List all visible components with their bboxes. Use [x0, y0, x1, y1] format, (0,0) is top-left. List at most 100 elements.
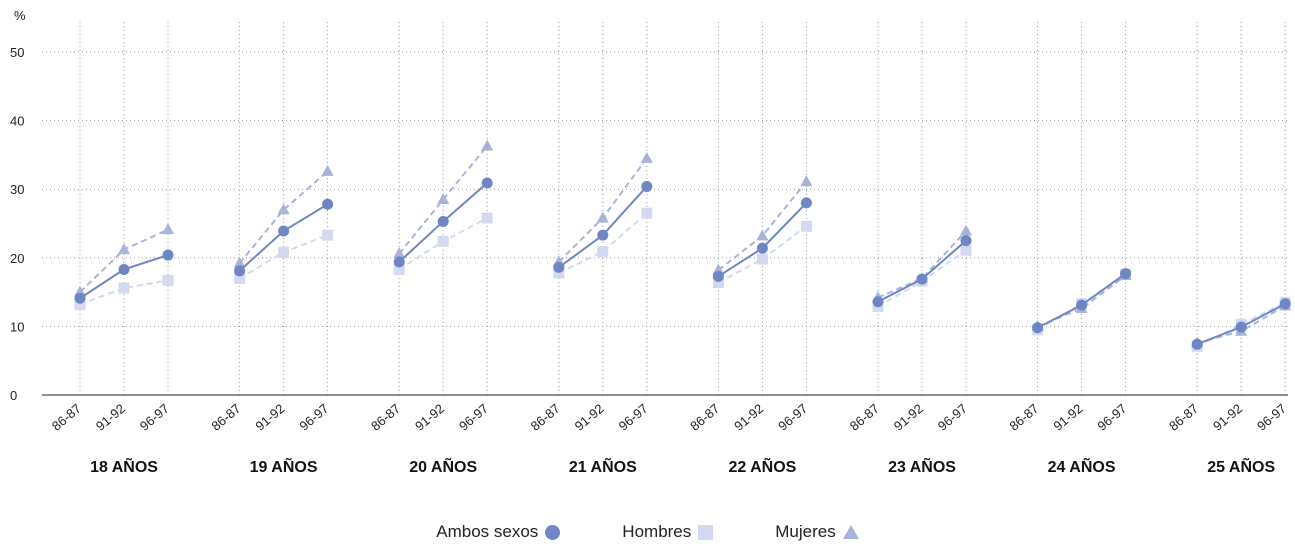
- point-hombres: [641, 207, 653, 219]
- point-mujeres: [437, 192, 450, 204]
- x-tick-label: 96-97: [935, 401, 970, 434]
- point-ambos: [597, 229, 609, 241]
- x-tick-label: 91-92: [93, 401, 128, 434]
- series-line-hombres: [79, 279, 169, 306]
- group-label: 25 AÑOS: [1207, 456, 1275, 476]
- point-ambos: [1076, 299, 1088, 311]
- point-hombres: [437, 235, 449, 247]
- point-hombres: [960, 244, 972, 256]
- point-ambos: [960, 235, 972, 247]
- point-mujeres: [162, 223, 174, 235]
- point-ambos: [553, 261, 565, 273]
- point-hombres: [393, 263, 405, 275]
- legend-label-hombres: Hombres: [622, 522, 692, 541]
- point-ambos: [234, 265, 246, 277]
- point-ambos: [1191, 338, 1203, 350]
- x-tick-label: 86-87: [368, 401, 403, 434]
- point-hombres: [756, 253, 768, 265]
- legend-item-hombres: Hombres: [622, 522, 714, 542]
- x-tick-label: 86-87: [847, 401, 882, 434]
- y-tick-label: 30: [10, 182, 24, 197]
- point-ambos: [481, 177, 493, 189]
- x-tick-label: 86-87: [1166, 401, 1201, 434]
- x-tick-label: 91-92: [1210, 401, 1245, 434]
- point-mujeres: [481, 139, 494, 151]
- grid-lines: [42, 22, 1288, 395]
- y-tick-label: 10: [10, 319, 24, 334]
- point-hombres: [278, 246, 290, 258]
- group-label: 21 AÑOS: [569, 456, 637, 476]
- x-tick-label: 86-87: [49, 401, 84, 434]
- legend-item-ambos: Ambos sexos: [436, 522, 561, 542]
- series-layer: [74, 139, 1292, 352]
- series-line-mujeres: [238, 170, 329, 264]
- point-ambos: [916, 273, 928, 285]
- x-tick-label: 86-87: [687, 401, 722, 434]
- point-mujeres: [640, 151, 653, 163]
- point-ambos: [162, 249, 174, 261]
- x-tick-label: 96-97: [137, 401, 172, 434]
- group-label: 18 AÑOS: [90, 456, 158, 476]
- point-ambos: [1235, 321, 1247, 333]
- point-mujeres: [756, 229, 769, 241]
- point-ambos: [712, 270, 724, 282]
- point-mujeres: [118, 243, 130, 255]
- point-ambos: [1279, 298, 1291, 310]
- point-hombres: [74, 298, 86, 310]
- point-ambos: [872, 296, 884, 308]
- point-ambos: [322, 198, 334, 210]
- series-line-mujeres: [877, 230, 967, 299]
- point-hombres: [712, 276, 724, 288]
- x-tick-label: 86-87: [528, 401, 563, 434]
- y-tick-label: 40: [10, 114, 24, 129]
- x-axis: 86-87 91-92 96-97 18 AÑOS 86-87 91-92 96-97 19 …: [42, 394, 1289, 476]
- x-tick-label: 91-92: [252, 401, 287, 434]
- point-ambos: [641, 180, 653, 192]
- group-label: 19 AÑOS: [250, 456, 318, 476]
- point-hombres: [118, 282, 130, 294]
- group-label: 24 AÑOS: [1048, 456, 1116, 476]
- y-tick-label: 0: [10, 388, 17, 403]
- x-tick-label: 86-87: [208, 401, 243, 434]
- group-label: 23 AÑOS: [888, 456, 956, 476]
- group-label: 20 AÑOS: [409, 456, 477, 476]
- circle-marker-icon: [545, 524, 561, 540]
- point-ambos: [1032, 322, 1044, 334]
- series-line-hombres: [1196, 301, 1286, 348]
- legend-label-ambos: Ambos sexos: [436, 522, 539, 541]
- point-hombres: [234, 272, 246, 284]
- point-hombres: [597, 246, 609, 258]
- point-ambos: [756, 242, 768, 254]
- square-marker-icon: [698, 524, 714, 540]
- point-ambos: [278, 225, 290, 237]
- x-tick-label: 91-92: [572, 401, 607, 434]
- series-line-mujeres: [398, 145, 488, 255]
- point-hombres: [162, 274, 174, 286]
- point-mujeres: [800, 175, 813, 187]
- x-tick-label: 91-92: [891, 401, 926, 434]
- x-tick-label: 96-97: [296, 401, 331, 434]
- x-tick-label: 96-97: [1254, 401, 1289, 434]
- point-hombres: [481, 212, 493, 224]
- x-tick-label: 96-97: [456, 401, 491, 434]
- point-mujeres: [277, 203, 290, 215]
- x-tick-label: 86-87: [1006, 401, 1041, 434]
- point-ambos: [74, 292, 86, 304]
- x-tick-label: 91-92: [412, 401, 447, 434]
- x-tick-label: 91-92: [731, 401, 766, 434]
- x-tick-label: 96-97: [1094, 401, 1129, 434]
- y-tick-label: 50: [10, 45, 24, 60]
- y-axis: % 0 10 20 30 40 50: [10, 8, 26, 403]
- point-ambos: [437, 215, 449, 227]
- legend-item-mujeres: Mujeres: [775, 522, 859, 542]
- point-ambos: [393, 256, 405, 268]
- point-hombres: [322, 229, 334, 241]
- point-ambos: [118, 263, 130, 275]
- point-ambos: [800, 197, 812, 209]
- point-mujeres: [393, 247, 406, 259]
- group-label: 22 AÑOS: [728, 456, 796, 476]
- x-tick-label: 96-97: [616, 401, 651, 434]
- point-mujeres: [233, 256, 246, 268]
- triangle-marker-icon: [842, 525, 859, 539]
